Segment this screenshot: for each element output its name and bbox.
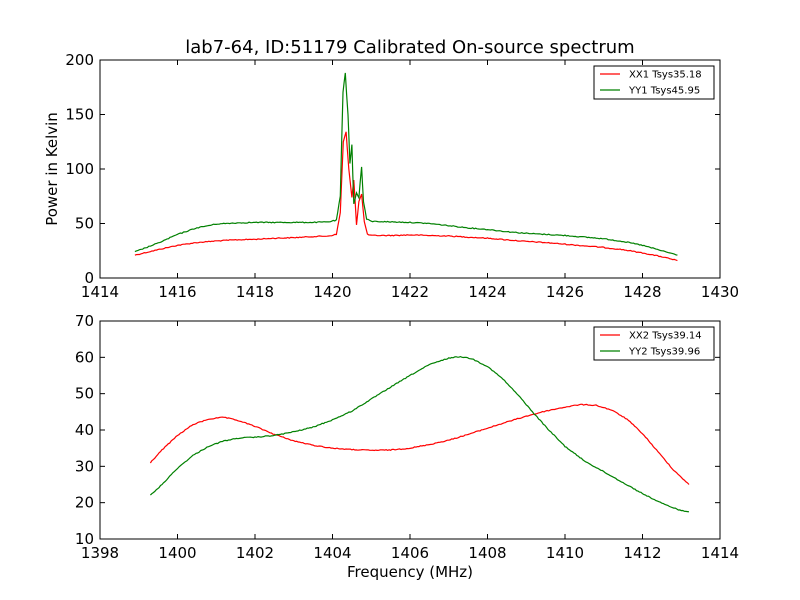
- y-tick-label: 60: [75, 348, 94, 366]
- series-line-xx1: [134, 131, 678, 262]
- bottom-legend-box: [593, 326, 715, 361]
- top-y-axis-label: Power in Kelvin: [43, 112, 61, 226]
- x-tick-label: 1430: [701, 283, 739, 301]
- y-tick-label: 0: [84, 269, 94, 287]
- legend-label-yy1: YY1 Tsys45.95: [628, 86, 700, 97]
- top-legend: XX1 Tsys35.18 YY1 Tsys45.95: [593, 65, 715, 100]
- x-tick-label: 1412: [623, 544, 661, 562]
- y-tick-label: 30: [75, 457, 94, 475]
- top-plot-marks: [134, 72, 678, 262]
- series-line-xx2: [149, 403, 690, 485]
- y-tick-label: 150: [65, 106, 94, 124]
- x-tick-label: 1410: [546, 544, 584, 562]
- y-tick-label: 50: [75, 215, 94, 233]
- y-tick-label: 20: [75, 494, 94, 512]
- top-legend-box: [593, 65, 715, 100]
- y-tick-label: 10: [75, 530, 94, 548]
- x-tick-label: 1426: [546, 283, 584, 301]
- series-line-yy2: [149, 355, 690, 513]
- x-tick-label: 1424: [468, 283, 506, 301]
- x-tick-label: 1400: [158, 544, 196, 562]
- x-tick-label: 1418: [236, 283, 274, 301]
- legend-label-xx2: XX2 Tsys39.14: [629, 331, 702, 342]
- y-tick-label: 70: [75, 312, 94, 330]
- x-tick-label: 1414: [81, 283, 119, 301]
- x-tick-label: 1428: [623, 283, 661, 301]
- x-tick-label: 1414: [701, 544, 739, 562]
- y-tick-label: 50: [75, 385, 94, 403]
- x-tick-label: 1406: [391, 544, 429, 562]
- y-tick-label: 200: [65, 51, 94, 69]
- y-tick-label: 100: [65, 160, 94, 178]
- bottom-axis-ticks: 1398 1400 1402 1404 1406 1408 1410 1412 1414 10 20…: [75, 312, 739, 562]
- x-tick-label: 1398: [81, 544, 119, 562]
- bottom-plot-frame: [99, 320, 721, 540]
- top-panel: 1414 1416 1418 1420 1422 1424 1426 1428 1430 0 50 1…: [43, 51, 739, 301]
- top-axis-ticks: 1414 1416 1418 1420 1422 1424 1426 1428 1430 0 50 1…: [65, 51, 739, 301]
- bottom-x-axis-label: Frequency (MHz): [347, 563, 473, 581]
- bottom-panel: 1398 1400 1402 1404 1406 1408 1410 1412 1414 10 20…: [75, 312, 739, 581]
- chart-title: lab7-64, ID:51179 Calibrated On-source s…: [185, 37, 634, 58]
- bottom-plot-marks: [149, 355, 690, 513]
- legend-label-xx1: XX1 Tsys35.18: [629, 70, 702, 81]
- x-tick-label: 1422: [391, 283, 429, 301]
- bottom-legend: XX2 Tsys39.14 YY2 Tsys39.96: [593, 326, 715, 361]
- y-tick-label: 40: [75, 421, 94, 439]
- series-line-yy1: [134, 72, 678, 256]
- x-tick-label: 1404: [313, 544, 351, 562]
- top-plot-frame: [99, 59, 721, 279]
- x-tick-label: 1408: [468, 544, 506, 562]
- x-tick-label: 1402: [236, 544, 274, 562]
- legend-label-yy2: YY2 Tsys39.96: [628, 347, 700, 358]
- x-tick-label: 1420: [313, 283, 351, 301]
- x-tick-label: 1416: [158, 283, 196, 301]
